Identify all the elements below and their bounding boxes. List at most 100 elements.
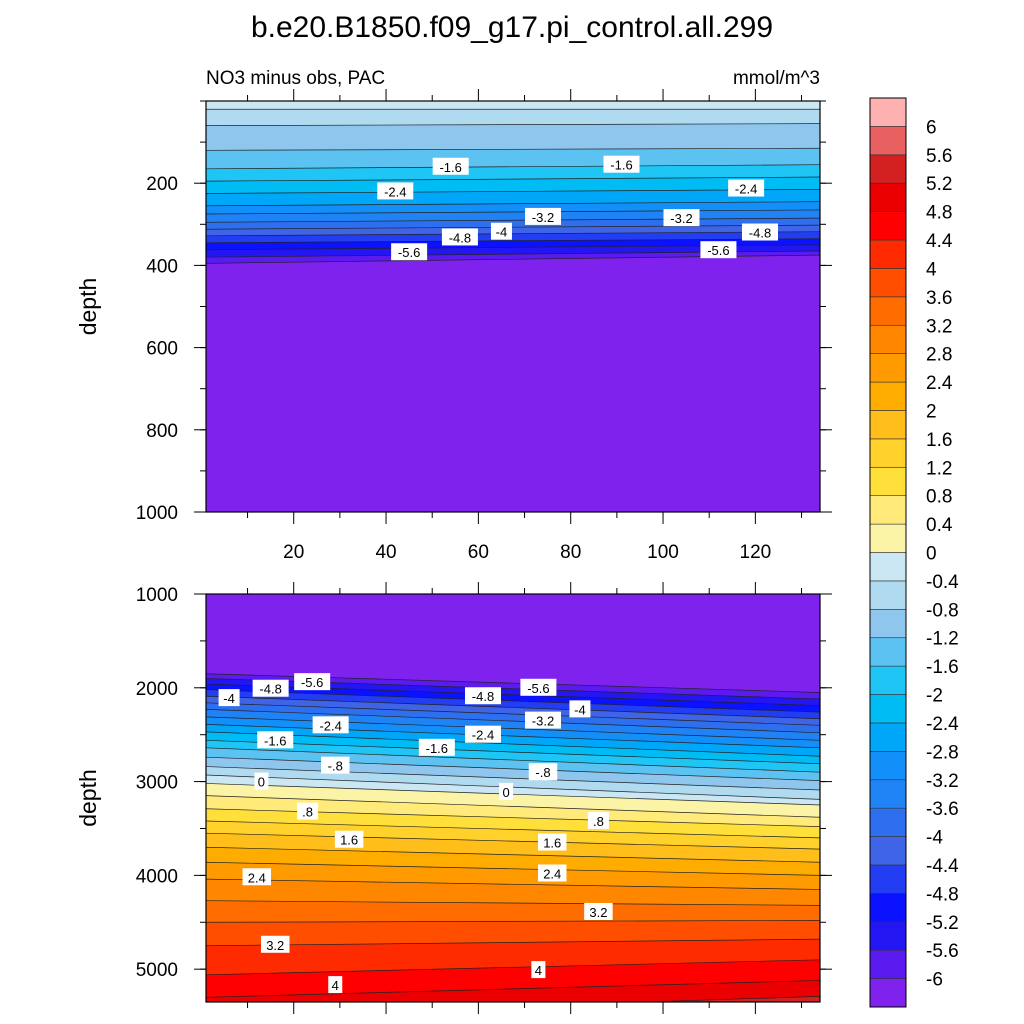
contour-line [206,739,820,765]
colorbar-swatch [869,921,907,951]
contour-label: -5.6 [527,681,549,696]
contour-label: .8 [302,805,313,820]
colorbar-label: -2 [926,686,943,707]
contour-line [206,164,820,170]
contour-label: -1.6 [439,160,461,175]
colorbar-swatch [869,211,907,241]
contour-line [206,756,820,781]
colorbar-frame [869,97,907,1008]
y-tick-label: 1000 [136,585,178,606]
colorbar-swatch [869,381,907,411]
contour-label-box [525,711,562,729]
contour-label: -4.8 [449,230,471,245]
contour-line [206,846,820,863]
contour-line [206,820,820,839]
x-tick-label: 40 [375,542,396,563]
contour-label-box [490,222,512,240]
contour-label-box [334,830,364,848]
y-tick-label: 4000 [136,866,178,887]
contour-label-box [294,673,331,691]
contour-line [206,224,820,230]
contour-line [206,959,820,976]
contour-label-box [391,243,428,261]
colorbar-swatch [869,609,907,639]
contour-label: -2.4 [735,182,757,197]
contour-label: 1.6 [340,833,358,848]
colorbar-swatch [869,836,907,866]
contour-label: .8 [593,814,604,829]
contour-line [633,996,820,1002]
contour-label-box [328,976,343,994]
colorbar-label: -2.8 [926,742,959,763]
colorbar-swatch [869,552,907,582]
contour-label: 2.4 [543,867,561,882]
contour-label-box [499,782,514,800]
contour-label-box [700,241,737,259]
contour-label-box [525,207,562,225]
colorbar-label: -4 [926,828,943,849]
colorbar-label: 4.8 [926,203,952,224]
colorbar-label: -3.2 [926,771,959,792]
contour-line [206,900,820,906]
contour-label-box [728,179,765,197]
contour-label-box [441,228,478,246]
colorbar-swatch [869,751,907,781]
colorbar-label: -3.6 [926,799,959,820]
contour-label-box [663,209,700,227]
colorbar-label: 1.6 [926,430,952,451]
contour-label: -4.8 [749,226,771,241]
contour-line [206,709,820,734]
colorbar-label: -1.2 [926,629,959,650]
contour-band [206,980,820,1002]
colorbar-swatch [869,523,907,553]
contour-label-box [537,864,567,882]
contour-label: -1.6 [426,741,448,756]
contour-label: 0 [258,775,265,790]
x-tick-label: 80 [560,542,581,563]
contour-line [206,238,820,244]
contour-label: -5.6 [707,243,729,258]
colorbar-swatch [869,694,907,724]
colorbar-swatch [869,268,907,298]
contour-label-box [418,738,455,756]
figure-title: b.e20.B1850.f09_g17.pi_control.all.299 [251,11,773,44]
contour-line [206,724,820,749]
contour-label-box [587,811,609,829]
contour-label: -.8 [535,765,550,780]
contour-label-box [218,689,240,707]
contour-label: 3.2 [266,938,284,953]
colorbar-label: -1.6 [926,657,959,678]
colorbar-swatch [869,665,907,695]
contour-label-box [584,902,613,920]
contour-line [206,920,820,923]
contour-label: -1.6 [610,158,632,173]
colorbar-swatch [869,580,907,610]
colorbar-swatch [869,353,907,383]
colorbar-swatch [869,637,907,667]
colorbar-label: 1.2 [926,458,952,479]
colorbar-label: 2.4 [926,373,953,394]
contour-line [206,878,820,890]
colorbar-swatch [869,466,907,496]
colorbar: -6 -5.6 -5.2 -4.8 -4.4 -4 -3.6 -3.2 -2.8 -2.4 -2 -1… [869,97,959,1008]
contour-line [206,795,820,818]
contour-label-box [242,868,272,886]
contour-line [206,832,820,850]
contour-label-box [312,716,349,734]
contour-label: -4 [574,702,586,717]
contour-label: -2.4 [384,184,406,199]
y-tick-label: 3000 [136,773,178,794]
colorbar-label: 2 [926,401,937,422]
contour-label-box [528,763,558,781]
contour-label: -2.4 [319,718,341,733]
contour-band [644,996,820,1002]
contour-label: 4 [535,963,542,978]
contour-line [206,695,820,720]
contour-line [206,861,820,876]
upper-panel: -1.6 -1.6 -2.4 -2.4 -3.2 -3.2 -4 -4.8 -4.8 -5.6 -5… [75,89,832,563]
colorbar-label: 3.6 [926,288,952,309]
panel-subtitle: NO3 minus obs, PAC [206,68,385,89]
colorbar-swatch [869,864,907,894]
colorbar-label: -0.4 [926,572,959,593]
contour-label-box [377,182,414,200]
